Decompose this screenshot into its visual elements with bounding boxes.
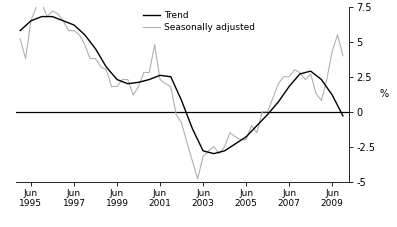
Legend: Trend, Seasonally adjusted: Trend, Seasonally adjusted (143, 11, 255, 32)
Y-axis label: %: % (379, 89, 388, 99)
